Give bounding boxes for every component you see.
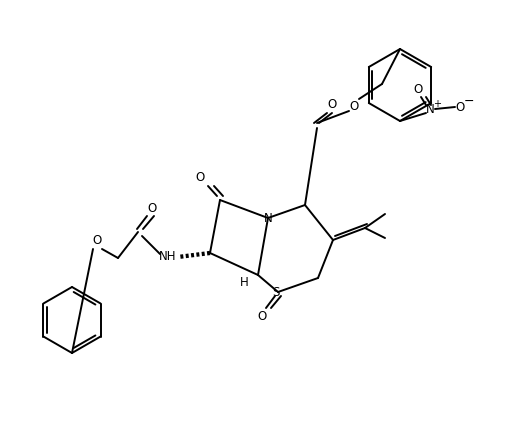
Text: O: O: [147, 201, 157, 215]
Text: O: O: [195, 170, 205, 184]
Text: N: N: [263, 212, 272, 224]
Text: NH: NH: [159, 250, 177, 264]
Text: +: +: [433, 99, 441, 109]
Text: −: −: [464, 94, 474, 108]
Text: O: O: [92, 233, 101, 246]
Text: O: O: [350, 99, 359, 113]
Text: O: O: [257, 309, 267, 323]
Text: O: O: [327, 97, 337, 110]
Text: S: S: [272, 286, 280, 298]
Text: H: H: [240, 277, 248, 289]
Text: N: N: [426, 102, 435, 116]
Text: O: O: [413, 82, 422, 96]
Text: O: O: [455, 100, 465, 113]
